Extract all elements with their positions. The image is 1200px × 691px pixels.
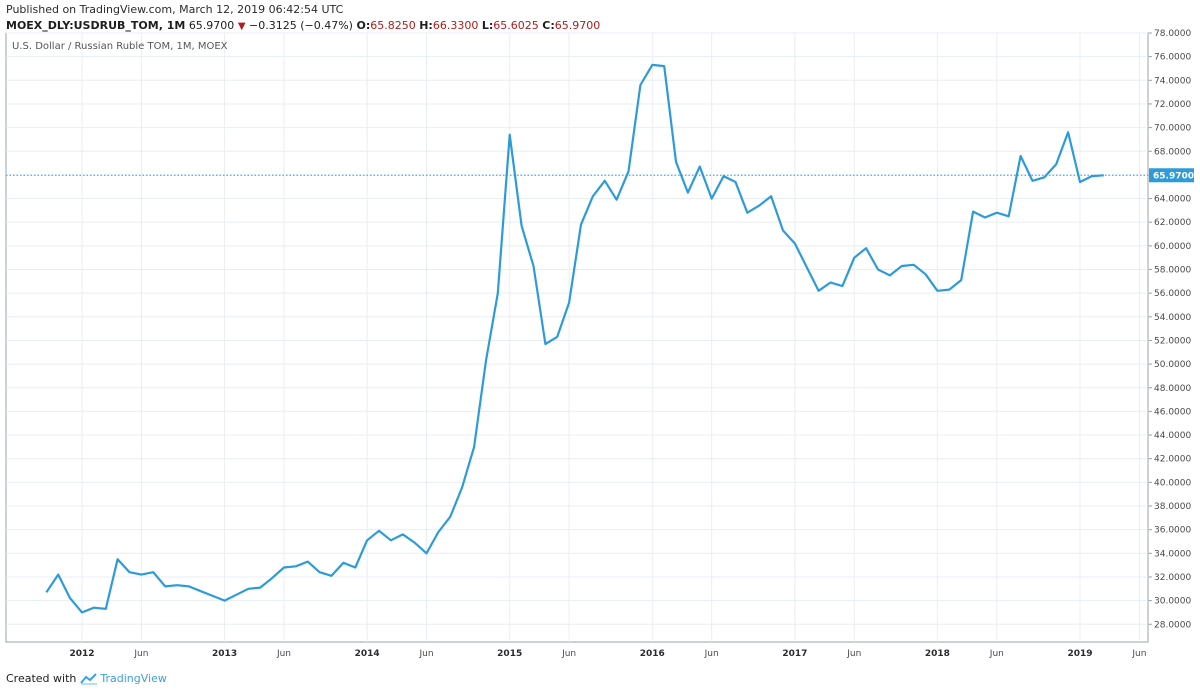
y-tick-label: 28.0000: [1154, 620, 1191, 630]
y-tick-label: 56.0000: [1154, 289, 1191, 299]
x-tick-label: Jun: [1131, 649, 1146, 659]
x-tick-label: Jun: [704, 649, 719, 659]
y-tick-label: 58.0000: [1154, 266, 1191, 276]
open-label: O:: [356, 19, 371, 32]
close-value: 65.9700: [554, 19, 601, 32]
tradingview-logo[interactable]: TradingView: [80, 672, 167, 685]
x-tick-label: Jun: [133, 649, 148, 659]
y-tick-label: 50.0000: [1154, 360, 1191, 370]
y-tick-label: 72.0000: [1154, 100, 1191, 110]
y-tick-label: 52.0000: [1154, 336, 1191, 346]
y-tick-label: 30.0000: [1154, 597, 1191, 607]
y-tick-label: 32.0000: [1154, 573, 1191, 583]
series-line[interactable]: [45, 63, 1104, 614]
y-tick-label: 60.0000: [1154, 242, 1191, 252]
y-tick-label: 68.0000: [1154, 147, 1191, 157]
y-tick-label: 38.0000: [1154, 502, 1191, 512]
current-price-tag-label: 65.9700: [1153, 171, 1194, 181]
y-tick-label: 46.0000: [1154, 407, 1191, 417]
x-tick-label: 2014: [355, 649, 380, 659]
low-value: 65.6025: [493, 19, 539, 32]
x-tick-label: 2019: [1067, 649, 1092, 659]
x-tick-label: 2016: [640, 649, 665, 659]
x-tick-label: Jun: [846, 649, 861, 659]
x-tick-label: Jun: [561, 649, 576, 659]
y-tick-label: 76.0000: [1154, 53, 1191, 63]
current-price-tag: 65.9700: [1149, 168, 1194, 183]
tradingview-logo-icon: [80, 672, 98, 685]
chart-title: U.S. Dollar / Russian Ruble TOM, 1M, MOE…: [12, 41, 228, 52]
y-tick-label: 54.0000: [1154, 313, 1191, 323]
close-label: C:: [542, 19, 555, 32]
x-tick-label: 2015: [497, 649, 522, 659]
plot-frame: [5, 32, 1149, 643]
y-tick-label: 64.0000: [1154, 195, 1191, 205]
price-change: −0.3125 (−0.47%): [249, 19, 353, 32]
created-with-label: Created with: [6, 672, 77, 685]
y-tick-label: 48.0000: [1154, 384, 1191, 394]
y-tick-label: 36.0000: [1154, 526, 1191, 536]
x-tick-label: Jun: [276, 649, 291, 659]
symbol-label: MOEX_DLY:USDRUB_TOM, 1M: [6, 19, 186, 32]
published-note: Published on TradingView.com, March 12, …: [6, 3, 344, 16]
x-tick-label: 2018: [925, 649, 950, 659]
quote-line: MOEX_DLY:USDRUB_TOM, 1M 65.9700 ▼ −0.312…: [6, 19, 600, 34]
y-tick-label: 42.0000: [1154, 455, 1191, 465]
current-price-tag-bg: [1149, 168, 1194, 183]
y-tick-label: 62.0000: [1154, 218, 1191, 228]
open-value: 65.8250: [370, 19, 416, 32]
tradingview-brand: TradingView: [100, 672, 167, 685]
y-tick-label: 40.0000: [1154, 478, 1191, 488]
last-price: 65.9700: [188, 19, 235, 32]
high-label: H:: [419, 19, 433, 32]
down-arrow-icon: ▼: [237, 21, 246, 32]
chart-header: Published on TradingView.com, March 12, …: [6, 3, 600, 34]
y-tick-label: 78.0000: [1154, 29, 1191, 39]
y-tick-label: 74.0000: [1154, 76, 1191, 86]
x-tick-label: 2017: [782, 649, 807, 659]
high-value: 66.3300: [432, 19, 479, 32]
x-tick-label: Jun: [989, 649, 1004, 659]
x-tick-label: 2012: [69, 649, 94, 659]
x-tick-label: 2013: [212, 649, 237, 659]
low-label: L:: [481, 19, 494, 32]
y-tick-label: 70.0000: [1154, 124, 1191, 134]
footer: Created with TradingView: [6, 672, 167, 685]
y-tick-label: 44.0000: [1154, 431, 1191, 441]
x-tick-label: Jun: [419, 649, 434, 659]
y-tick-label: 34.0000: [1154, 549, 1191, 559]
